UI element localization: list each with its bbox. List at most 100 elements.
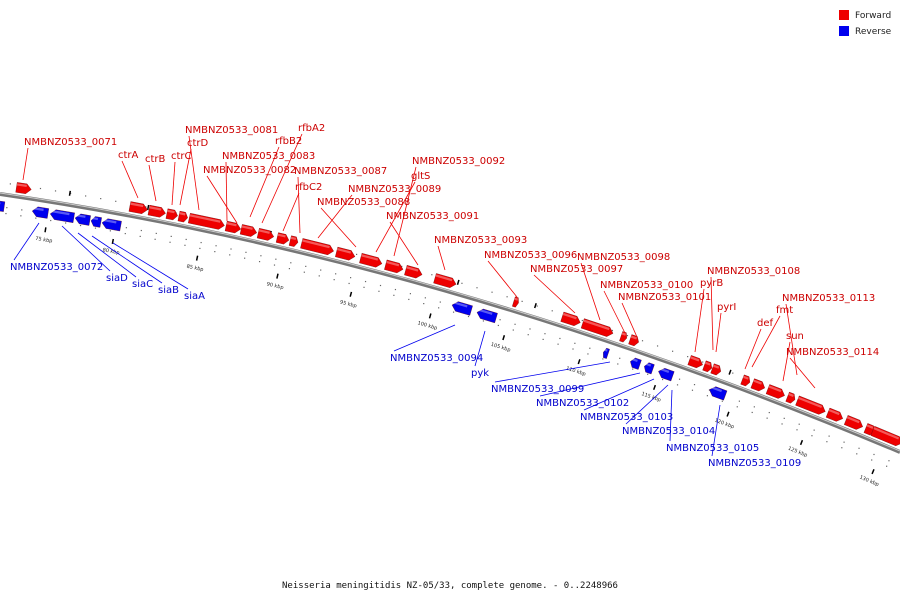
gene-forward[interactable]: [300, 238, 334, 256]
forward-gene-label[interactable]: NMBNZ0533_0089: [348, 184, 441, 195]
forward-gene-label-text[interactable]: NMBNZ0533_0101: [618, 292, 711, 303]
gene-forward[interactable]: [702, 360, 714, 373]
forward-gene-label-text[interactable]: NMBNZ0533_0098: [577, 252, 670, 263]
gene-body[interactable]: [657, 367, 675, 382]
gene-body[interactable]: [177, 210, 189, 223]
gene-forward[interactable]: [335, 246, 356, 261]
gene-forward[interactable]: [165, 208, 179, 221]
reverse-gene-label-text[interactable]: siaC: [132, 279, 153, 290]
gene-forward[interactable]: [560, 311, 582, 327]
forward-gene-label[interactable]: NMBNZ0533_0093: [434, 235, 527, 246]
gene-forward[interactable]: [710, 363, 723, 376]
forward-gene-label-text[interactable]: NMBNZ0533_0089: [348, 184, 441, 195]
gene-reverse[interactable]: [629, 357, 642, 370]
forward-gene-label-text[interactable]: NMBNZ0533_0082: [203, 165, 296, 176]
gene-body[interactable]: [451, 300, 473, 316]
gene-body[interactable]: [433, 273, 458, 289]
forward-gene-label[interactable]: NMBNZ0533_0096: [484, 250, 577, 261]
forward-gene-label-text[interactable]: ctrB: [145, 154, 166, 165]
gene-reverse[interactable]: [476, 308, 498, 324]
gene-forward[interactable]: [177, 210, 189, 223]
forward-gene-label-text[interactable]: NMBNZ0533_0092: [412, 156, 505, 167]
forward-gene-label-text[interactable]: NMBNZ0533_0087: [294, 166, 387, 177]
gene-body[interactable]: [825, 407, 845, 423]
gene-forward[interactable]: [188, 213, 225, 230]
forward-gene-label-text[interactable]: ctrA: [118, 150, 139, 161]
gene-body[interactable]: [15, 182, 32, 194]
forward-gene-label-text[interactable]: rfbB2: [275, 136, 302, 147]
forward-gene-label[interactable]: NMBNZ0533_0087: [294, 166, 387, 177]
gene-body[interactable]: [404, 265, 423, 279]
forward-gene-label[interactable]: NMBNZ0533_0083: [222, 151, 315, 162]
forward-gene-label[interactable]: ctrC: [171, 151, 192, 162]
forward-gene-label-text[interactable]: sun: [786, 331, 804, 342]
gene-body[interactable]: [335, 246, 356, 261]
reverse-gene-label[interactable]: NMBNZ0533_0109: [708, 458, 801, 469]
gene-reverse[interactable]: [643, 362, 655, 375]
gene-body[interactable]: [300, 238, 334, 256]
gene-forward[interactable]: [619, 331, 628, 343]
forward-gene-label-text[interactable]: NMBNZ0533_0091: [386, 211, 479, 222]
gene-reverse[interactable]: [657, 367, 675, 382]
forward-gene-label[interactable]: NMBNZ0533_0092: [412, 156, 505, 167]
forward-gene-label-text[interactable]: NMBNZ0533_0097: [530, 264, 623, 275]
forward-gene-label[interactable]: rfbB2: [275, 136, 302, 147]
gene-reverse[interactable]: [0, 200, 6, 212]
reverse-gene-label-text[interactable]: siaA: [184, 291, 205, 302]
forward-gene-label[interactable]: NMBNZ0533_0108: [707, 266, 800, 277]
gene-forward[interactable]: [224, 220, 242, 234]
gene-body[interactable]: [0, 200, 6, 212]
forward-gene-label[interactable]: NMBNZ0533_0098: [577, 252, 670, 263]
forward-gene-label[interactable]: NMBNZ0533_0100: [600, 280, 693, 291]
gene-body[interactable]: [224, 220, 242, 234]
gene-forward[interactable]: [128, 201, 149, 215]
gene-body[interactable]: [275, 232, 290, 245]
gene-body[interactable]: [288, 235, 299, 248]
reverse-gene-label-text[interactable]: NMBNZ0533_0102: [536, 398, 629, 409]
reverse-gene-label[interactable]: pyk: [471, 368, 489, 379]
forward-gene-label[interactable]: rfbA2: [298, 123, 325, 134]
forward-gene-label-text[interactable]: NMBNZ0533_0088: [317, 197, 410, 208]
gene-forward[interactable]: [687, 355, 705, 369]
gene-forward[interactable]: [843, 415, 864, 431]
gene-body[interactable]: [795, 395, 828, 416]
gene-forward[interactable]: [765, 384, 786, 400]
forward-gene-label[interactable]: NMBNZ0533_0091: [386, 211, 479, 222]
gene-forward[interactable]: [256, 228, 275, 241]
forward-gene-label[interactable]: NMBNZ0533_0114: [786, 347, 879, 358]
reverse-gene-label-text[interactable]: NMBNZ0533_0105: [666, 443, 759, 454]
reverse-gene-label-text[interactable]: siaB: [158, 285, 179, 296]
forward-gene-label-text[interactable]: NMBNZ0533_0108: [707, 266, 800, 277]
gene-body[interactable]: [629, 357, 642, 370]
forward-gene-label[interactable]: pyrB: [700, 278, 723, 289]
gene-forward[interactable]: [825, 407, 845, 423]
gene-body[interactable]: [643, 362, 655, 375]
gene-body[interactable]: [870, 426, 900, 448]
gene-forward[interactable]: [628, 334, 641, 347]
forward-gene-label-text[interactable]: NMBNZ0533_0093: [434, 235, 527, 246]
forward-gene-label-text[interactable]: NMBNZ0533_0081: [185, 125, 278, 136]
gene-forward[interactable]: [404, 265, 423, 279]
gene-reverse[interactable]: [49, 209, 75, 223]
forward-gene-label[interactable]: ctrD: [187, 138, 209, 149]
gene-forward[interactable]: [275, 232, 290, 245]
reverse-gene-label[interactable]: siaD: [106, 273, 128, 284]
gene-body[interactable]: [843, 415, 864, 431]
forward-gene-label[interactable]: NMBNZ0533_0071: [24, 137, 117, 148]
reverse-gene-label[interactable]: NMBNZ0533_0105: [666, 443, 759, 454]
gene-body[interactable]: [188, 213, 225, 230]
forward-gene-label[interactable]: ctrB: [145, 154, 166, 165]
gene-body[interactable]: [687, 355, 705, 369]
gene-body[interactable]: [710, 363, 723, 376]
forward-gene-label-text[interactable]: def: [757, 318, 774, 329]
forward-gene-label[interactable]: NMBNZ0533_0113: [782, 293, 875, 304]
gene-reverse[interactable]: [74, 213, 91, 226]
forward-gene-label-text[interactable]: NMBNZ0533_0083: [222, 151, 315, 162]
forward-gene-label[interactable]: sun: [786, 331, 804, 342]
forward-gene-label-text[interactable]: NMBNZ0533_0114: [786, 347, 879, 358]
gene-forward[interactable]: [580, 318, 615, 339]
gene-body[interactable]: [476, 308, 498, 324]
gene-reverse[interactable]: [31, 206, 49, 219]
gene-reverse[interactable]: [602, 347, 610, 359]
forward-gene-label[interactable]: fmt: [776, 305, 793, 316]
